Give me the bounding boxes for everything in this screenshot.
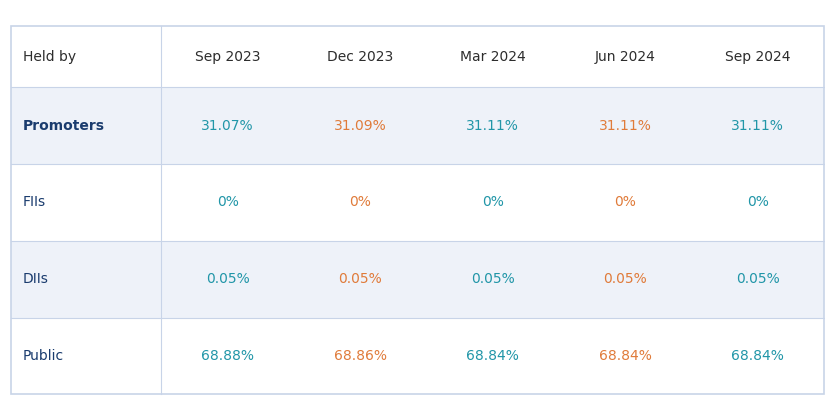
Text: 0%: 0% (615, 196, 636, 209)
Text: Mar 2024: Mar 2024 (460, 50, 526, 64)
Bar (11, 87, 824, 164)
Text: Held by: Held by (23, 50, 76, 64)
Text: 31.11%: 31.11% (731, 119, 784, 133)
Bar (11, 318, 824, 394)
Text: 68.88%: 68.88% (201, 349, 254, 363)
Bar (11, 241, 824, 318)
Text: Dec 2023: Dec 2023 (327, 50, 394, 64)
Text: 31.09%: 31.09% (334, 119, 386, 133)
Text: 0%: 0% (482, 196, 503, 209)
Text: 0%: 0% (349, 196, 371, 209)
Text: 0.05%: 0.05% (471, 272, 515, 286)
Text: 31.07%: 31.07% (201, 119, 254, 133)
Text: Sep 2023: Sep 2023 (195, 50, 261, 64)
Text: 31.11%: 31.11% (599, 119, 652, 133)
Text: 68.84%: 68.84% (466, 349, 519, 363)
Bar (11, 164, 824, 241)
Text: FIIs: FIIs (23, 196, 46, 209)
Text: Promoters: Promoters (23, 119, 105, 133)
Text: Public: Public (23, 349, 64, 363)
Text: Sep 2024: Sep 2024 (725, 50, 790, 64)
Text: 68.84%: 68.84% (599, 349, 652, 363)
Text: 0.05%: 0.05% (603, 272, 647, 286)
Text: 0.05%: 0.05% (338, 272, 382, 286)
Text: 31.11%: 31.11% (466, 119, 519, 133)
Text: 0.05%: 0.05% (205, 272, 249, 286)
Text: 68.84%: 68.84% (731, 349, 784, 363)
Text: 68.86%: 68.86% (333, 349, 387, 363)
Text: 0%: 0% (217, 196, 238, 209)
Text: DIIs: DIIs (23, 272, 49, 286)
Text: 0%: 0% (747, 196, 769, 209)
Text: 0.05%: 0.05% (736, 272, 780, 286)
Text: Jun 2024: Jun 2024 (595, 50, 656, 64)
